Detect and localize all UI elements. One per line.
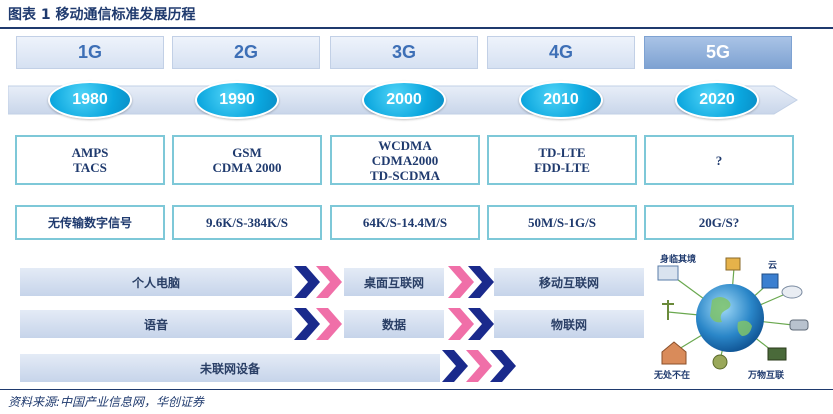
gen-box-5g: 5G	[644, 36, 792, 69]
app-bar-iot: 物联网	[494, 310, 644, 338]
year-oval-2020: 2020	[675, 81, 759, 119]
standard-unknown: ?	[715, 152, 723, 168]
year-oval-2010: 2010	[519, 81, 603, 119]
speed-box-4g: 50M/S-1G/S	[487, 205, 637, 240]
source-note: 资料来源:中国产业信息网，华创证券	[8, 395, 205, 409]
speed-box-2g: 9.6K/S-384K/S	[172, 205, 322, 240]
standards-box-3g: WCDMA CDMA2000 TD-SCDMA	[330, 135, 480, 185]
standards-box-2g: GSM CDMA 2000	[172, 135, 322, 185]
chevron-triple-row3	[442, 350, 516, 382]
year-oval-1980: 1980	[48, 81, 132, 119]
speed-box-1g: 无传输数字信号	[15, 205, 165, 240]
chevron-pair-row1-b	[448, 266, 494, 298]
iot-label-ubiquitous: 无处不在	[653, 369, 690, 381]
standard-tacs: TACS	[73, 160, 107, 175]
standard-fdd-lte: FDD-LTE	[534, 160, 590, 175]
app-bar-desktop-internet: 桌面互联网	[344, 268, 444, 296]
year-oval-1990: 1990	[195, 81, 279, 119]
app-bar-pc: 个人电脑	[20, 268, 292, 296]
year-oval-2000: 2000	[362, 81, 446, 119]
gen-box-2g: 2G	[172, 36, 320, 69]
standard-cdma2000-3g: CDMA2000	[371, 152, 439, 168]
globe-icon: 身临其境 云 无处不在 万物互联	[653, 253, 809, 381]
iot-label-cloud: 云	[768, 260, 777, 271]
chevron-pair-row2-b	[448, 308, 494, 340]
standard-amps: AMPS	[71, 145, 109, 160]
standard-td-lte: TD-LTE	[538, 145, 586, 160]
app-bar-voice: 语音	[20, 310, 292, 338]
footer-divider	[0, 389, 833, 390]
iot-label-immersive: 身临其境	[660, 253, 696, 265]
standard-cdma2000: CDMA 2000	[212, 160, 282, 175]
title-divider	[0, 27, 833, 29]
chevron-pair-row2-a	[294, 308, 342, 340]
chevron-pair-row1-a	[294, 266, 342, 298]
gen-box-4g: 4G	[487, 36, 635, 69]
standards-box-4g: TD-LTE FDD-LTE	[487, 135, 637, 185]
standard-td-scdma: TD-SCDMA	[369, 167, 441, 183]
speed-box-5g: 20G/S?	[644, 205, 794, 240]
iot-illustration: 身临其境 云 无处不在 万物互联	[650, 252, 810, 382]
gen-box-3g: 3G	[330, 36, 478, 69]
figure-title: 图表 1 移动通信标准发展历程	[8, 7, 196, 23]
app-bar-unconnected-devices: 未联网设备	[20, 354, 440, 382]
speed-box-3g: 64K/S-14.4M/S	[330, 205, 480, 240]
iot-label-everything-connected: 万物互联	[747, 369, 785, 381]
standards-box-5g: ?	[644, 135, 794, 185]
standards-box-1g: AMPS TACS	[15, 135, 165, 185]
standard-gsm: GSM	[232, 145, 262, 160]
gen-box-1g: 1G	[16, 36, 164, 69]
app-bar-data: 数据	[344, 310, 444, 338]
app-bar-mobile-internet: 移动互联网	[494, 268, 644, 296]
standard-wcdma: WCDMA	[378, 137, 432, 153]
